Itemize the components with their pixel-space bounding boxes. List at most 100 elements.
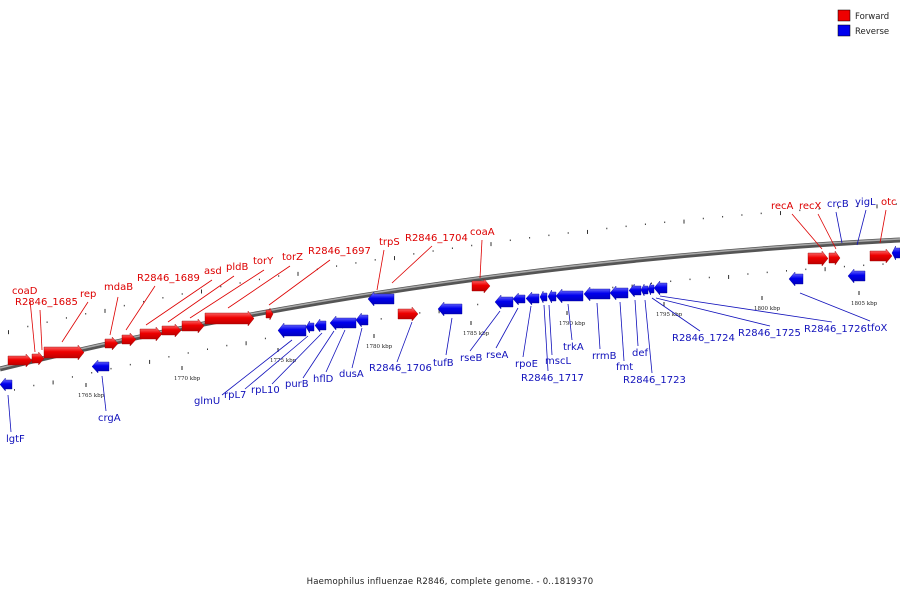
gene-arrow-asd[interactable] bbox=[139, 326, 163, 342]
leader-otc bbox=[879, 209, 887, 244]
gene-label-glmu[interactable]: glmU bbox=[194, 396, 220, 407]
gene-label-pldb[interactable]: pldB bbox=[226, 262, 248, 273]
gene-arrow-trps[interactable] bbox=[397, 306, 419, 322]
gene-arrow-rpl10[interactable] bbox=[314, 318, 327, 333]
gene-arrow-rseb[interactable] bbox=[494, 294, 514, 310]
gene-label-torz[interactable]: torZ bbox=[282, 252, 303, 263]
gene-arrow-dusa[interactable] bbox=[367, 291, 395, 307]
gene-label-otc[interactable]: otc bbox=[881, 197, 897, 208]
gene-arrow-crga[interactable] bbox=[91, 359, 110, 374]
gene-label-yigl[interactable]: yigL bbox=[855, 197, 876, 208]
gene-label-rsea[interactable]: rseA bbox=[486, 350, 508, 361]
minor-tick-top bbox=[490, 242, 492, 247]
gene-arrow-recx[interactable] bbox=[828, 250, 841, 266]
gene-label-tufb[interactable]: tufB bbox=[433, 358, 454, 369]
gene-label-rpl7[interactable]: rpL7 bbox=[224, 390, 246, 401]
gene-arrow-r2846-1723[interactable] bbox=[640, 283, 649, 297]
gene-label-reca[interactable]: recA bbox=[771, 201, 794, 212]
gene-arrow-lgtf[interactable] bbox=[0, 377, 13, 392]
gene-label-r2846-1697[interactable]: R2846_1697 bbox=[308, 246, 371, 257]
gene-arrow-trka[interactable] bbox=[555, 288, 584, 304]
gene-arrow-r2846-1724[interactable] bbox=[647, 282, 655, 296]
gene-arrow-r2846-1725[interactable] bbox=[653, 280, 668, 296]
gene-label-r2846-1725[interactable]: R2846_1725 bbox=[738, 328, 801, 339]
gene-arrow-r2846-1685[interactable] bbox=[31, 351, 45, 366]
gene-arrow-rpoe[interactable] bbox=[525, 291, 540, 306]
gene-label-coaa[interactable]: coaA bbox=[470, 227, 495, 238]
gene-arrow-reca[interactable] bbox=[807, 250, 829, 267]
gene-label-r2846-1717[interactable]: R2846_1717 bbox=[521, 373, 584, 384]
gene-label-r2846-1723[interactable]: R2846_1723 bbox=[623, 375, 686, 386]
minor-tick-top bbox=[451, 247, 453, 249]
gene-arrow-rpl7[interactable] bbox=[305, 320, 315, 334]
gene-arrow-coaa[interactable] bbox=[471, 278, 491, 294]
gene-label-rpoe[interactable]: rpoE bbox=[515, 359, 538, 370]
gene-label-fmt[interactable]: fmt bbox=[616, 362, 633, 373]
gene-arrow-hfld[interactable] bbox=[355, 312, 369, 328]
gene-label-rpl10[interactable]: rpL10 bbox=[251, 385, 280, 396]
gene-label-dusa[interactable]: dusA bbox=[339, 369, 364, 380]
minor-tick-top bbox=[413, 253, 415, 255]
gene-arrow-glmu[interactable] bbox=[277, 322, 307, 339]
gene-label-r2846-1704[interactable]: R2846_1704 bbox=[405, 233, 468, 244]
scale-ticks bbox=[8, 203, 897, 391]
gene-arrow-pldb[interactable] bbox=[161, 323, 182, 338]
gene-label-trka[interactable]: trkA bbox=[563, 342, 584, 353]
gene-arrow-yigl[interactable] bbox=[891, 245, 900, 261]
gene-arrow-mdab[interactable] bbox=[104, 336, 119, 351]
minor-tick-top bbox=[201, 289, 202, 294]
gene-arrow-rrmb[interactable] bbox=[583, 286, 611, 302]
leader-purb bbox=[302, 330, 335, 379]
gene-arrow-coad[interactable] bbox=[7, 353, 33, 368]
minor-tick-bottom bbox=[728, 274, 730, 279]
minor-tick-bottom bbox=[71, 376, 73, 378]
gene-label-rep[interactable]: rep bbox=[80, 289, 96, 300]
gene-label-rrmb[interactable]: rrmB bbox=[592, 351, 617, 362]
gene-arrow-r2846-1706[interactable] bbox=[437, 301, 463, 317]
gene-label-lgtf[interactable]: lgtF bbox=[6, 434, 25, 445]
scale-label: 1775 kbp bbox=[270, 358, 297, 364]
gene-label-tory[interactable]: torY bbox=[253, 256, 274, 267]
leader-rpl10 bbox=[271, 332, 323, 385]
gene-arrow-def[interactable] bbox=[628, 283, 642, 298]
gene-label-crga[interactable]: crgA bbox=[98, 413, 121, 424]
gene-label-purb[interactable]: purB bbox=[285, 379, 309, 390]
gene-label-mdab[interactable]: mdaB bbox=[104, 282, 133, 293]
gene-arrow-mscl[interactable] bbox=[547, 289, 557, 304]
gene-label-r2846-1689[interactable]: R2846_1689 bbox=[137, 273, 200, 284]
legend-forward-swatch bbox=[837, 9, 851, 22]
gene-label-tfox[interactable]: tfoX bbox=[867, 323, 888, 334]
gene-label-recx[interactable]: recX bbox=[799, 201, 822, 212]
gene-label-crcb[interactable]: crcB bbox=[827, 199, 849, 210]
gene-arrow-r2846-1726[interactable] bbox=[788, 271, 804, 287]
minor-tick-top bbox=[722, 215, 724, 218]
gene-arrow-otc[interactable] bbox=[869, 248, 893, 264]
gene-label-mscl[interactable]: mscL bbox=[545, 356, 571, 367]
gene-arrow-rep[interactable] bbox=[43, 344, 85, 361]
gene-arrow-rsea[interactable] bbox=[512, 292, 526, 306]
gene-arrow-tory[interactable] bbox=[181, 318, 205, 334]
gene-label-r2846-1724[interactable]: R2846_1724 bbox=[672, 333, 735, 344]
gene-label-asd[interactable]: asd bbox=[204, 266, 222, 277]
gene-label-def[interactable]: def bbox=[632, 348, 649, 359]
gene-arrow-purb[interactable] bbox=[329, 315, 357, 331]
gene-arrow-fmt[interactable] bbox=[609, 285, 629, 301]
gene-arrow-r2846-1697[interactable] bbox=[265, 307, 274, 321]
gene-label-r2846-1726[interactable]: R2846_1726 bbox=[804, 324, 867, 335]
gene-label-rseb[interactable]: rseB bbox=[460, 353, 482, 364]
minor-tick-bottom bbox=[747, 273, 749, 275]
gene-arrow-r2846-1689[interactable] bbox=[121, 332, 137, 347]
gene-label-r2846-1706[interactable]: R2846_1706 bbox=[369, 363, 432, 374]
gene-arrow-tfox[interactable] bbox=[847, 268, 866, 284]
gene-label-trps[interactable]: trpS bbox=[379, 237, 400, 248]
gene-label-coad[interactable]: coaD bbox=[12, 286, 38, 297]
gene-label-r2846-1685[interactable]: R2846_1685 bbox=[15, 297, 78, 308]
gene-label-hfld[interactable]: hflD bbox=[313, 374, 334, 385]
gene-arrow-r2846-1717[interactable] bbox=[539, 290, 548, 304]
leader-rseb bbox=[469, 310, 501, 352]
minor-tick-bottom bbox=[149, 359, 151, 364]
minor-tick-top bbox=[644, 223, 646, 226]
gene-arrow-torz[interactable] bbox=[204, 310, 255, 327]
minor-tick-bottom bbox=[805, 268, 807, 271]
